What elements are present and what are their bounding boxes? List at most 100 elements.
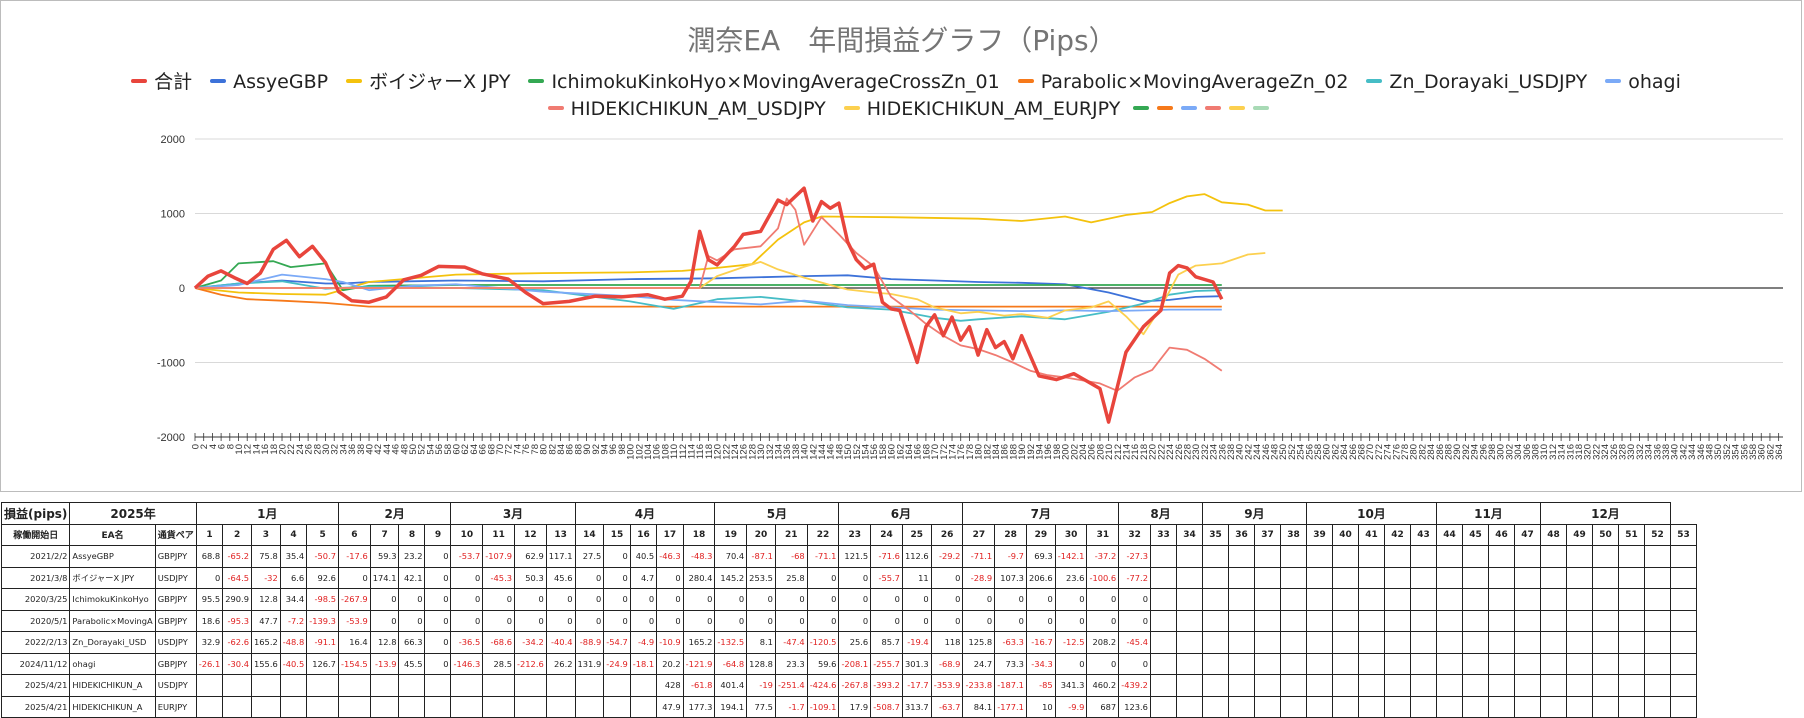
x-tick-label: 70 <box>495 444 506 455</box>
pips-cell <box>1201 631 1229 654</box>
pips-cell <box>1539 631 1567 654</box>
x-tick-label: 32 <box>330 444 341 455</box>
month-header: 11月 <box>1435 502 1541 525</box>
x-tick-label: 238 <box>1226 444 1237 460</box>
pips-cell <box>1305 652 1333 675</box>
pips-cell <box>424 695 452 718</box>
ea-name-cell: IchimokuKinkoHyo <box>69 588 156 611</box>
x-tick-label: 260 <box>1322 444 1333 460</box>
x-tick-label: 102 <box>634 444 645 460</box>
series-line <box>194 273 1222 312</box>
series-line <box>195 197 1223 392</box>
pips-cell: -68.9 <box>930 652 964 675</box>
week-header: 13 <box>545 523 576 546</box>
x-tick-label: 156 <box>869 444 880 460</box>
legend-item[interactable]: HIDEKICHIKUN_AM_EURJPY <box>843 96 1120 123</box>
x-tick-label: 26 <box>304 444 315 455</box>
x-tick-label: 158 <box>878 444 889 460</box>
pips-cell <box>482 674 515 697</box>
x-tick-label: 100 <box>626 444 637 460</box>
week-header: 32 <box>1118 523 1151 546</box>
pips-cell: 95.5 <box>195 588 224 611</box>
pips-cell: 0 <box>838 588 872 611</box>
pips-cell: -17.6 <box>337 545 371 568</box>
x-tick-label: 194 <box>1035 444 1046 460</box>
x-tick-label: 78 <box>530 444 541 455</box>
week-header: 44 <box>1435 523 1463 546</box>
pips-cell <box>1487 652 1515 675</box>
legend-item[interactable]: ボイジャーX JPY <box>346 69 510 96</box>
ea-name-cell: HIDEKICHIKUN_A <box>69 674 156 697</box>
x-tick-label: 262 <box>1330 444 1341 460</box>
legend-swatch <box>843 105 860 110</box>
pips-cell <box>1331 566 1359 589</box>
legend-item[interactable]: 合計 <box>131 69 192 96</box>
week-header: 53 <box>1669 523 1697 546</box>
pips-cell: 59.3 <box>369 545 400 568</box>
x-tick-label: 348 <box>1705 444 1716 460</box>
x-tick-label: 274 <box>1383 444 1394 460</box>
pips-cell <box>1461 631 1489 654</box>
pips-cell: 27.5 <box>574 545 605 568</box>
pips-cell <box>1279 631 1307 654</box>
legend-item[interactable]: HIDEKICHIKUN_AM_USDJPY <box>547 96 826 123</box>
pips-cell <box>1435 674 1463 697</box>
pips-cell: 123.6 <box>1118 695 1151 718</box>
x-tick-label: 324 <box>1600 444 1611 460</box>
pips-cell: 12.8 <box>369 631 400 654</box>
x-tick-label: 118 <box>704 444 715 459</box>
legend-swatch-unnamed <box>1181 105 1198 110</box>
x-tick-label: 40 <box>365 444 376 455</box>
pips-cell: -424.6 <box>806 674 840 697</box>
pips-cell: 208.2 <box>1086 631 1120 654</box>
x-tick-label: 244 <box>1252 444 1263 460</box>
pips-cell: 0 <box>603 609 631 632</box>
legend-swatch-unnamed <box>1133 105 1150 110</box>
pips-cell <box>1253 695 1281 718</box>
x-tick-label: 296 <box>1478 444 1489 460</box>
legend-item[interactable]: Parabolic×MovingAverageZn_02 <box>1017 69 1348 96</box>
pips-cell: -13.9 <box>369 652 400 675</box>
pips-cell: -233.8 <box>962 674 996 697</box>
legend-item[interactable]: ohagi <box>1605 69 1681 96</box>
x-tick-label: 112 <box>678 444 689 459</box>
pips-cell <box>337 674 371 697</box>
x-tick-label: 304 <box>1513 444 1524 460</box>
pips-cell <box>1305 545 1333 568</box>
legend-item[interactable]: AssyeGBP <box>210 69 328 96</box>
x-tick-label: 126 <box>739 444 750 460</box>
pips-cell: -9.9 <box>1054 695 1088 718</box>
month-header: 3月 <box>450 502 576 525</box>
pips-cell <box>482 695 515 718</box>
pips-cell <box>1591 609 1619 632</box>
x-tick-label: 108 <box>660 444 671 460</box>
pips-cell: 0 <box>994 609 1027 632</box>
pips-cell: 23.3 <box>774 652 808 675</box>
pips-cell <box>1669 566 1697 589</box>
x-tick-label: 120 <box>713 444 724 460</box>
pips-cell: 0 <box>714 609 748 632</box>
pips-cell: -100.6 <box>1086 566 1120 589</box>
x-tick-label: 230 <box>1191 444 1202 460</box>
pips-cell <box>1253 674 1281 697</box>
pips-cell <box>1331 631 1359 654</box>
series-line <box>195 252 1266 336</box>
pips-cell <box>1227 609 1255 632</box>
pips-cell: -47.4 <box>774 631 808 654</box>
pips-cell <box>1279 609 1307 632</box>
pips-cell <box>195 695 224 718</box>
pips-cell: 0 <box>682 588 716 611</box>
pips-cell: -62.6 <box>222 631 252 654</box>
pips-cell: -88.9 <box>574 631 605 654</box>
legend-item[interactable]: IchimokuKinkoHyo×MovingAverageCrossZn_01 <box>528 69 1000 96</box>
pips-cell <box>1149 566 1177 589</box>
pips-cell: 0 <box>450 566 484 589</box>
pips-cell <box>1643 674 1671 697</box>
pips-cell <box>1383 609 1411 632</box>
legend-item[interactable]: Zn_Dorayaki_USDJPY <box>1366 69 1587 96</box>
pips-cell <box>1149 631 1177 654</box>
x-tick-label: 236 <box>1217 444 1228 460</box>
month-header: 10月 <box>1305 502 1437 525</box>
pips-cell: -17.7 <box>901 674 932 697</box>
pips-cell: 0 <box>513 609 547 632</box>
